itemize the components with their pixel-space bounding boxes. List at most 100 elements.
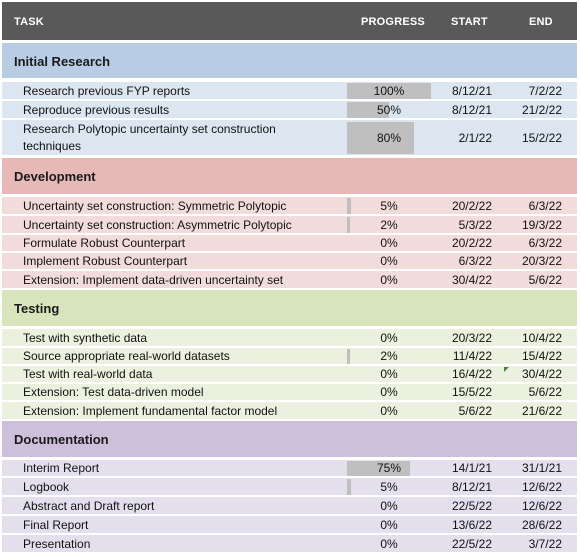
end-date-cell[interactable]: 6/3/22	[528, 199, 562, 213]
table-row[interactable]: Source appropriate real-world datasets 2%…	[2, 347, 577, 364]
section-title[interactable]: Initial Research	[14, 54, 111, 69]
start-date-cell[interactable]: 8/12/21	[451, 480, 492, 494]
task-name-cell[interactable]: Test with synthetic data	[23, 331, 148, 345]
start-date-cell[interactable]: 11/4/22	[452, 349, 492, 363]
progress-cell[interactable]: 0%	[347, 271, 431, 289]
table-row[interactable]: Logbook 5% 8/12/21 12/6/22	[2, 477, 577, 495]
start-date-cell[interactable]: 15/5/22	[451, 385, 492, 399]
task-name-cell[interactable]: Formulate Robust Counterpart	[23, 236, 186, 250]
progress-cell[interactable]: 5%	[347, 478, 431, 496]
task-name-cell[interactable]: Presentation	[23, 537, 91, 551]
progress-cell[interactable]: 0%	[347, 384, 431, 401]
end-date-cell[interactable]: 3/7/22	[528, 537, 562, 551]
table-row[interactable]: Test with synthetic data 0% 20/3/22 10/4/22	[2, 328, 577, 346]
start-date-cell[interactable]: 8/12/21	[451, 103, 492, 117]
end-date-cell[interactable]: 31/1/21	[521, 461, 562, 475]
end-column-header[interactable]: END	[529, 16, 553, 28]
progress-cell[interactable]: 0%	[347, 497, 431, 515]
start-date-cell[interactable]: 20/2/22	[451, 236, 492, 250]
end-date-cell[interactable]: 15/4/22	[521, 349, 562, 363]
end-date-cell[interactable]: 21/6/22	[521, 404, 562, 418]
end-date-cell[interactable]: 5/6/22	[528, 273, 562, 287]
task-name-cell[interactable]: Research Polytopic uncertainty set const…	[23, 122, 276, 153]
start-date-cell[interactable]: 14/1/21	[451, 461, 492, 475]
progress-cell[interactable]: 0%	[347, 402, 431, 420]
start-date-cell[interactable]: 5/6/22	[458, 404, 492, 418]
start-date-cell[interactable]: 16/4/22	[451, 367, 492, 381]
task-name-cell[interactable]: Abstract and Draft report	[23, 499, 155, 513]
start-date-cell[interactable]: 20/3/22	[451, 331, 492, 345]
end-date-cell[interactable]: 5/6/22	[528, 385, 562, 399]
start-date-cell[interactable]: 20/2/22	[451, 199, 492, 213]
task-column-header[interactable]: TASK	[14, 16, 44, 28]
progress-column-header[interactable]: PROGRESS	[361, 16, 425, 28]
start-date-cell[interactable]: 6/3/22	[458, 254, 492, 268]
table-row[interactable]: Extension: Implement data-driven uncerta…	[2, 270, 577, 288]
progress-cell[interactable]: 75%	[347, 460, 431, 477]
progress-cell[interactable]: 0%	[347, 329, 431, 347]
start-date-cell[interactable]: 8/12/21	[451, 84, 492, 98]
progress-cell[interactable]: 0%	[347, 253, 431, 270]
task-name-cell[interactable]: Uncertainty set construction: Symmetric …	[23, 199, 287, 213]
start-date-cell[interactable]: 5/3/22	[458, 218, 492, 232]
task-name-cell[interactable]: Interim Report	[23, 461, 100, 475]
end-date-cell[interactable]: 20/3/22	[521, 254, 562, 268]
start-date-cell[interactable]: 30/4/22	[451, 273, 492, 287]
task-name-cell[interactable]: Logbook	[23, 480, 70, 494]
table-row[interactable]: Test with real-world data 0% 16/4/22 30/4/2…	[2, 365, 577, 382]
progress-cell[interactable]: 50%	[347, 101, 431, 119]
task-name-cell[interactable]: Reproduce previous results	[23, 103, 170, 117]
progress-cell[interactable]: 0%	[347, 366, 431, 383]
start-date-cell[interactable]: 13/6/22	[451, 518, 492, 532]
start-date-cell[interactable]: 22/5/22	[451, 499, 492, 513]
table-row[interactable]: Uncertainty set construction: Asymmetric…	[2, 215, 577, 233]
task-name-cell[interactable]: Implement Robust Counterpart	[23, 254, 188, 268]
end-date-cell[interactable]: 28/6/22	[521, 518, 562, 532]
progress-bar	[347, 198, 351, 214]
progress-cell[interactable]: 0%	[347, 535, 431, 553]
task-name-cell[interactable]: Extension: Implement data-driven uncerta…	[23, 273, 284, 287]
end-date-cell[interactable]: 7/2/22	[528, 84, 562, 98]
task-name-cell[interactable]: Extension: Test data-driven model	[23, 385, 204, 399]
progress-cell[interactable]: 2%	[347, 348, 431, 365]
progress-cell[interactable]: 2%	[347, 216, 431, 234]
table-row[interactable]: Uncertainty set construction: Symmetric …	[2, 196, 577, 214]
end-date-cell[interactable]: 21/2/22	[521, 103, 562, 117]
end-date-cell[interactable]: 6/3/22	[528, 236, 562, 250]
end-date-cell[interactable]: 10/4/22	[521, 331, 562, 345]
start-date-cell[interactable]: 22/5/22	[451, 537, 492, 551]
progress-cell[interactable]: 100%	[347, 82, 431, 100]
end-date-cell[interactable]: 12/6/22	[521, 480, 562, 494]
task-name-cell[interactable]: Test with real-world data	[23, 367, 153, 381]
task-name-cell[interactable]: Extension: Implement fundamental factor …	[23, 404, 278, 418]
end-date-cell[interactable]: 12/6/22	[521, 499, 562, 513]
table-row[interactable]: Interim Report 75% 14/1/21 31/1/21	[2, 459, 577, 476]
end-date-cell[interactable]: 19/3/22	[521, 218, 562, 232]
start-date-cell[interactable]: 2/1/22	[458, 131, 492, 145]
task-name-cell[interactable]: Source appropriate real-world datasets	[23, 349, 230, 363]
table-row[interactable]: Extension: Test data-driven model 0% 15/5/…	[2, 383, 577, 400]
progress-cell[interactable]: 5%	[347, 197, 431, 215]
table-row[interactable]: Reproduce previous results 50% 8/12/21 21/2…	[2, 100, 577, 118]
table-row[interactable]: Presentation 0% 22/5/22 3/7/22	[2, 534, 577, 552]
table-row[interactable]: Research Polytopic uncertainty set const…	[2, 119, 577, 155]
end-date-cell[interactable]: 15/2/22	[521, 131, 562, 145]
task-name-cell[interactable]: Uncertainty set construction: Asymmetric…	[23, 218, 292, 232]
progress-cell[interactable]: 0%	[347, 235, 431, 252]
task-name-cell[interactable]: Research previous FYP reports	[23, 84, 191, 98]
table-row[interactable]: Abstract and Draft report 0% 22/5/22 12/6/2…	[2, 496, 577, 514]
start-column-header[interactable]: START	[451, 16, 488, 28]
section-title[interactable]: Testing	[14, 301, 60, 316]
table-row[interactable]: Final Report 0% 13/6/22 28/6/22	[2, 515, 577, 533]
table-row[interactable]: Research previous FYP reports 100% 8/12/21…	[2, 81, 577, 99]
progress-cell[interactable]: 80%	[347, 120, 431, 156]
end-date-cell[interactable]: 30/4/22	[521, 367, 562, 381]
section-title[interactable]: Documentation	[14, 432, 109, 447]
table-row[interactable]: Formulate Robust Counterpart 0% 20/2/22 6/3…	[2, 234, 577, 251]
task-name-cell[interactable]: Final Report	[23, 518, 89, 532]
table-row[interactable]: Implement Robust Counterpart 0% 6/3/22 20/3…	[2, 252, 577, 269]
cell-note-indicator[interactable]	[504, 367, 509, 372]
section-title[interactable]: Development	[14, 169, 96, 184]
table-row[interactable]: Extension: Implement fundamental factor …	[2, 401, 577, 419]
progress-cell[interactable]: 0%	[347, 516, 431, 534]
